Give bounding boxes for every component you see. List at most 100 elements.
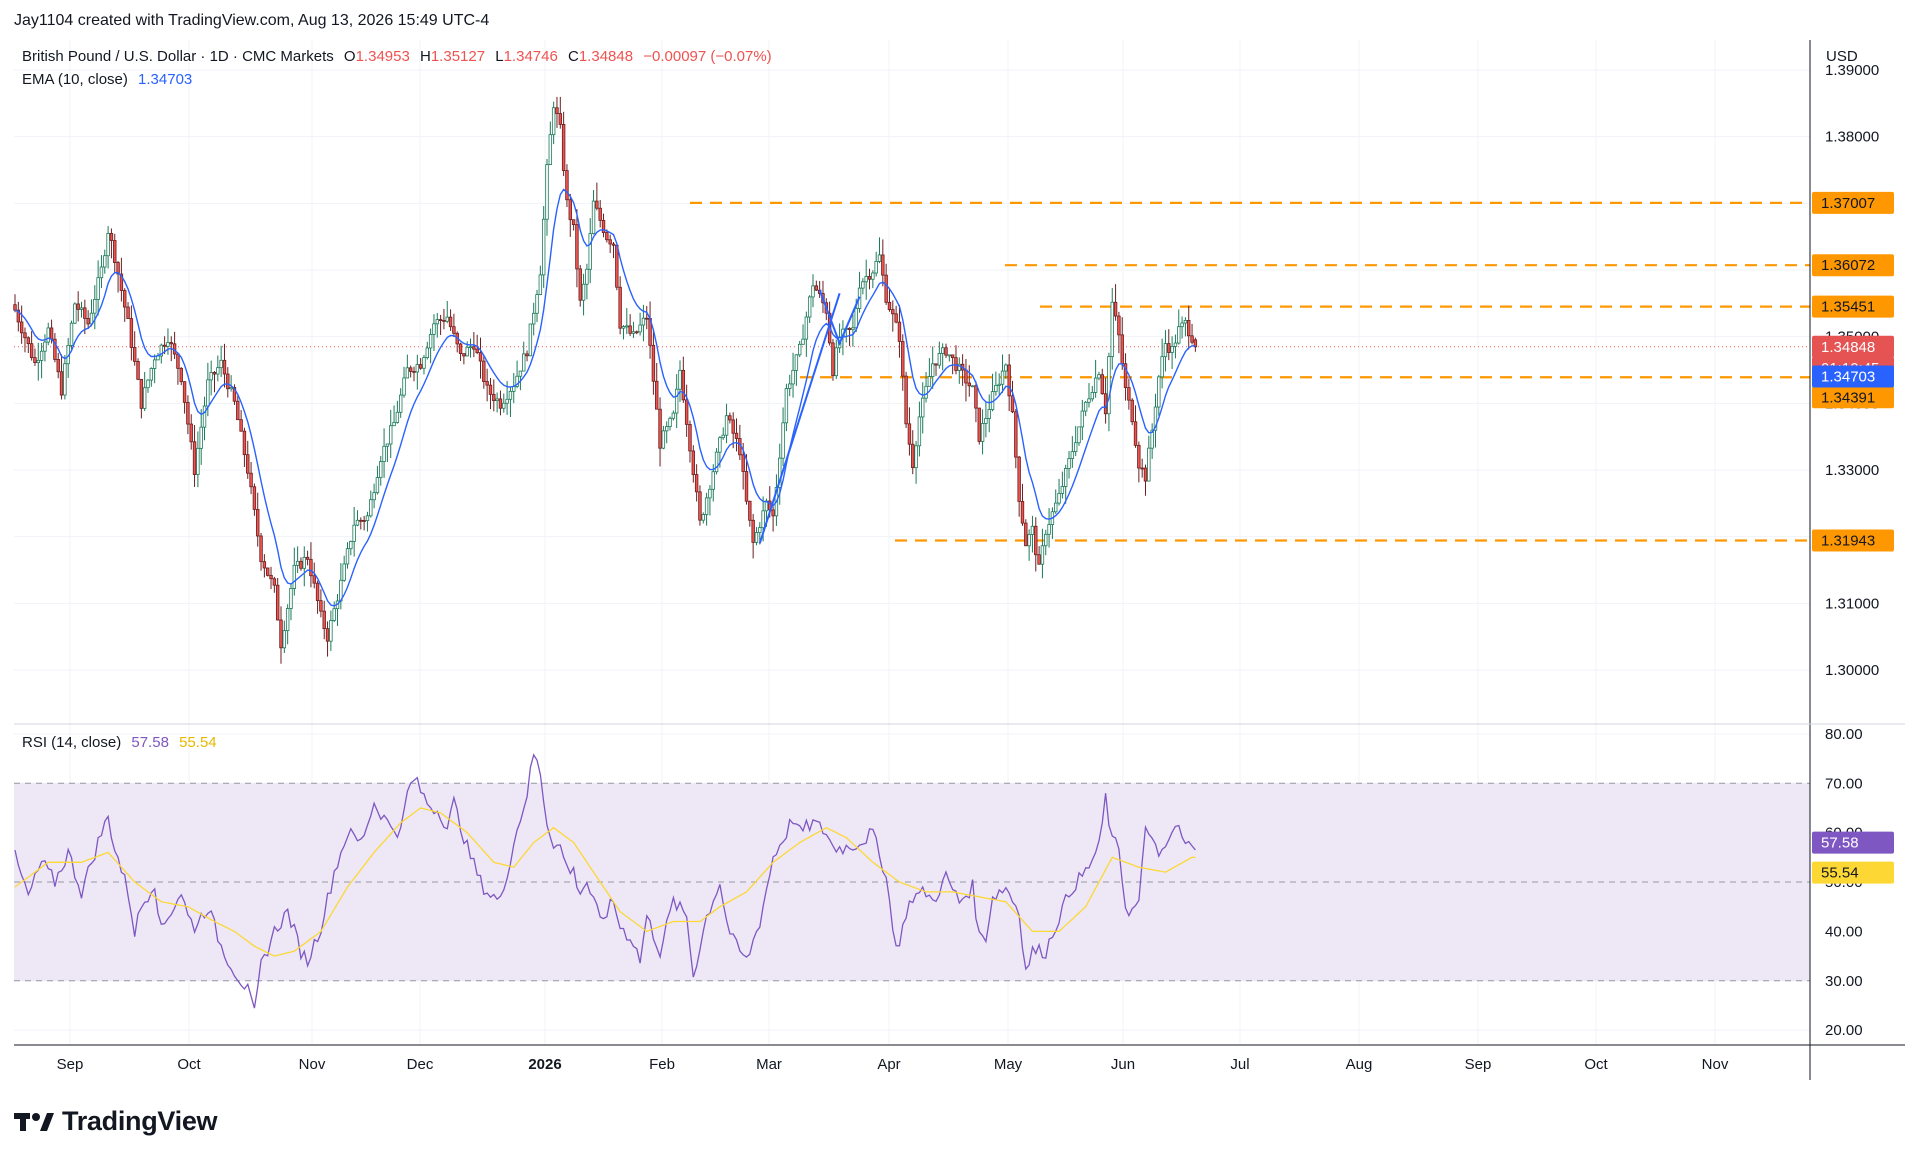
- time-tick-label: May: [994, 1056, 1023, 1073]
- candle-down: [13, 304, 17, 311]
- candle-down: [132, 347, 137, 362]
- candle-up: [106, 233, 110, 257]
- candle-down: [126, 306, 130, 319]
- candle-down: [901, 341, 905, 377]
- candle-down: [485, 381, 489, 386]
- candle-up: [874, 261, 878, 274]
- candle-down: [1007, 364, 1011, 397]
- ema-line: [14, 188, 1196, 607]
- candle-up: [465, 346, 469, 357]
- candle-up: [1004, 364, 1008, 372]
- candle-up: [425, 347, 429, 359]
- candle-up: [1157, 376, 1161, 408]
- candle-down: [1100, 374, 1104, 395]
- candle-up: [791, 369, 795, 385]
- candle-down: [525, 353, 529, 357]
- ema-badge-text: 1.34703: [1821, 368, 1875, 385]
- time-tick-label: Sep: [57, 1056, 84, 1073]
- candle-up: [1060, 485, 1065, 494]
- candle-down: [192, 441, 197, 475]
- candle-up: [209, 372, 213, 381]
- candlesticks: [13, 96, 1198, 664]
- candle-up: [502, 402, 506, 409]
- candle-down: [571, 219, 576, 226]
- candle-up: [292, 564, 296, 589]
- level-badge-text: 1.34391: [1821, 389, 1875, 406]
- current-price-badge: 1.34848: [1812, 335, 1894, 358]
- candle-down: [655, 380, 659, 410]
- candle-up: [588, 233, 592, 270]
- time-tick-label: Oct: [1584, 1056, 1608, 1073]
- candle-up: [219, 359, 223, 369]
- candle-down: [595, 200, 599, 209]
- candle-down: [578, 268, 582, 301]
- candle-down: [226, 373, 230, 390]
- tradingview-logo[interactable]: TradingView: [14, 1106, 218, 1137]
- candle-down: [891, 309, 895, 315]
- candle-up: [1087, 398, 1091, 403]
- level-badge: 1.37007: [1812, 191, 1894, 214]
- candle-up: [375, 477, 380, 494]
- level-badge-bg: [1812, 529, 1894, 552]
- candle-up: [389, 425, 393, 445]
- currency-button[interactable]: USD: [1826, 48, 1858, 65]
- candle-up: [921, 397, 925, 418]
- candle-down: [894, 313, 898, 323]
- candle-up: [36, 359, 40, 364]
- candle-up: [1170, 346, 1174, 353]
- candle-down: [109, 233, 114, 241]
- candle-up: [871, 272, 875, 280]
- candle-down: [19, 321, 24, 334]
- candle-up: [917, 416, 922, 447]
- rsi-ma-line: [14, 807, 1196, 957]
- candle-down: [186, 401, 190, 425]
- low-value: 1.34746: [503, 48, 558, 65]
- candle-down: [628, 325, 632, 334]
- candle-up: [43, 341, 47, 352]
- candle-down: [492, 393, 496, 402]
- candle-down: [408, 367, 413, 372]
- candle-down: [964, 369, 968, 384]
- ema-10-line: [14, 188, 1196, 607]
- candle-down: [615, 244, 619, 288]
- candle-down: [116, 262, 120, 275]
- candle-down: [83, 307, 87, 319]
- candle-down: [129, 318, 134, 348]
- candle-down: [29, 343, 34, 359]
- symbol-legend[interactable]: British Pound / U.S. Dollar · 1D · CMC M…: [22, 48, 778, 65]
- candle-up: [851, 327, 855, 330]
- candle-down: [1123, 363, 1128, 388]
- rsi-legend[interactable]: RSI (14, close) 57.58 55.54: [22, 734, 217, 751]
- candle-up: [1160, 356, 1164, 378]
- candle-up: [980, 423, 985, 442]
- candle-up: [1047, 524, 1051, 535]
- candle-down: [136, 361, 140, 380]
- candle-down: [734, 432, 739, 439]
- rsi-tick-label: 40.00: [1825, 923, 1863, 940]
- candle-up: [1080, 410, 1085, 428]
- candle-down: [608, 239, 612, 245]
- candle-down: [1167, 343, 1171, 353]
- candle-up: [285, 608, 290, 632]
- candle-up: [701, 514, 705, 521]
- ema-legend[interactable]: EMA (10, close) 1.34703: [22, 71, 192, 88]
- candle-down: [59, 371, 64, 396]
- candle-up: [535, 294, 539, 314]
- trend-lines: [758, 289, 861, 544]
- candle-down: [555, 107, 559, 114]
- candle-down: [907, 423, 912, 445]
- open-value: 1.34953: [355, 48, 410, 65]
- candle-up: [957, 363, 961, 371]
- time-tick-label: Nov: [1702, 1056, 1729, 1073]
- candle-up: [392, 422, 396, 427]
- candle-down: [645, 317, 649, 320]
- trend-line: [818, 289, 861, 346]
- candle-down: [182, 381, 187, 403]
- price-tick-label: 1.33000: [1825, 462, 1879, 479]
- candle-down: [651, 344, 656, 382]
- candle-down: [212, 372, 217, 375]
- candle-up: [931, 363, 935, 377]
- candle-up: [39, 350, 44, 361]
- candle-down: [448, 316, 453, 328]
